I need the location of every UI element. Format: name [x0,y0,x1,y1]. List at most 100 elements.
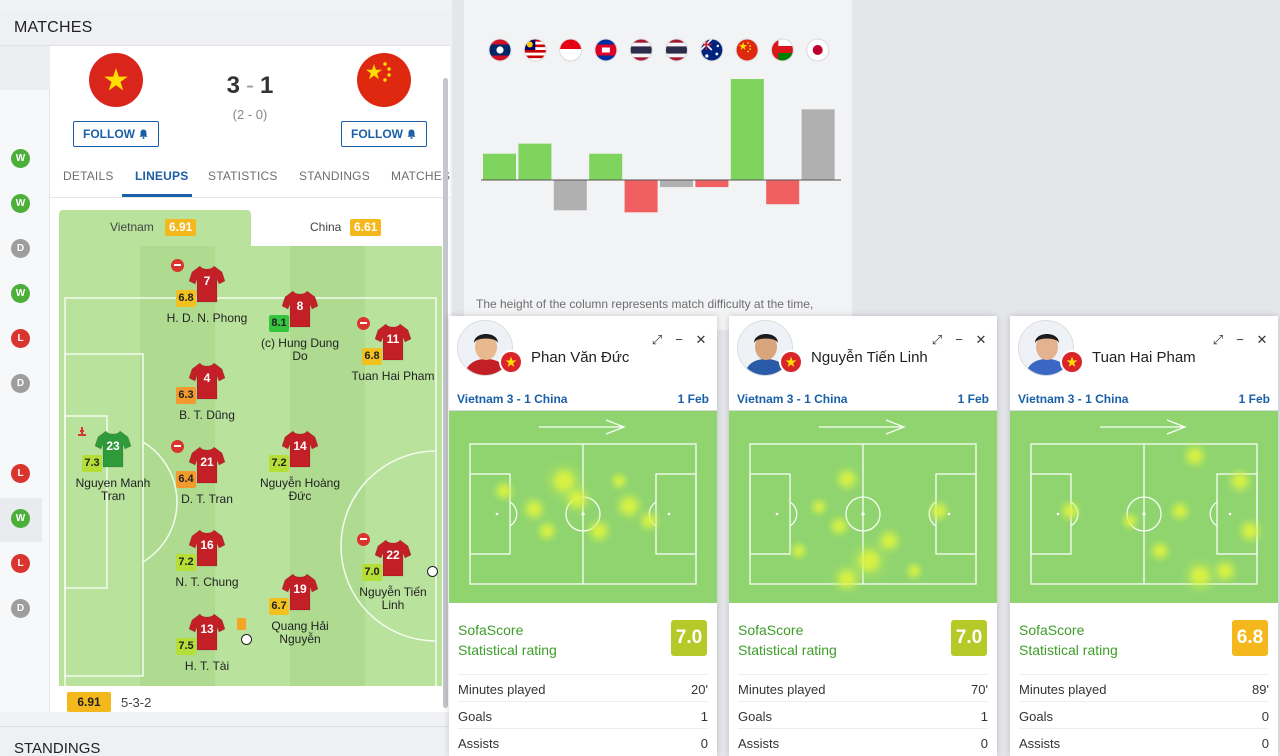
lineup-pitch: 7 6.8 H. D. N. Phong 8 8.1 (c) Hung Dung Do 11… [59,246,442,686]
form-badge-win[interactable]: W [11,284,30,303]
popup-match-link[interactable]: Vietnam 3 - 1 China 1 Feb [737,392,989,406]
player-number: 7 [203,274,211,288]
laos-flag-icon[interactable] [488,38,512,62]
difficulty-bar[interactable] [624,180,658,213]
rating-label-title: Statistical rating [738,642,837,658]
rating-value: 7.0 [671,620,707,656]
tab-details[interactable]: DETAILS [63,169,114,183]
china-flag-icon[interactable] [357,53,411,107]
difficulty-bar[interactable] [730,79,764,180]
difficulty-bar[interactable] [660,180,693,188]
rating-label: SofaScore Statistical rating [1019,620,1118,660]
rating-block: SofaScore Statistical rating 7.0 [729,614,997,668]
minimize-icon[interactable]: − [675,332,683,347]
popup-date: 1 Feb [1238,392,1270,406]
difficulty-bar[interactable] [589,153,623,180]
minimize-icon[interactable]: − [955,332,963,347]
player-name: B. T. Dũng [179,408,235,422]
active-tab-indicator [122,194,192,197]
difficulty-bar[interactable] [766,180,800,205]
form-badge-loss[interactable]: L [11,329,30,348]
difficulty-bar[interactable] [483,153,516,180]
rating-block: SofaScore Statistical rating 7.0 [449,614,717,668]
cambodia-flag-icon[interactable] [594,38,618,62]
bell-icon [407,129,416,139]
indonesia-flag-icon[interactable] [559,38,583,62]
malaysia-flag-icon[interactable] [523,38,547,62]
form-badge-loss[interactable]: L [11,554,30,573]
scrollbar-thumb[interactable] [443,78,448,708]
jersey-icon [375,323,411,361]
australia-flag-icon[interactable] [700,38,724,62]
team-tab-away[interactable]: China 6.61 [251,210,442,246]
tab-lineups[interactable]: LINEUPS [135,169,189,183]
match-difficulty-chart [481,38,841,213]
stat-row: Assists 0 [1019,728,1269,751]
rating-value: 6.8 [1232,620,1268,656]
japan-flag-icon[interactable] [806,38,830,62]
difficulty-bar[interactable] [518,143,552,180]
oman-flag-icon[interactable] [770,38,794,62]
popup-match[interactable]: Vietnam 3 - 1 China [737,392,848,406]
form-badge-loss[interactable]: L [11,464,30,483]
expand-icon[interactable]: ⤢ [931,332,943,347]
scrollbar[interactable] [443,78,448,708]
form-badge-draw[interactable]: D [11,239,30,258]
china-flag-icon[interactable] [735,38,759,62]
difficulty-bar[interactable] [695,180,729,188]
stat-value: 0 [700,736,708,751]
stat-label: Goals [1019,709,1053,724]
team-tab-home[interactable]: Vietnam 6.91 [59,210,251,246]
form-badge-win[interactable]: W [11,149,30,168]
substitution-icon [357,533,370,546]
follow-home-button[interactable]: FOLLOW [73,121,159,147]
stat-value: 1 [700,709,708,724]
player-name: Nguyen Manh Tran [75,476,151,503]
form-badge-draw[interactable]: D [11,374,30,393]
player-avatar [457,320,513,376]
player-name: H. D. N. Phong [166,311,248,325]
expand-icon[interactable]: ⤢ [1212,332,1224,347]
stat-label: Assists [1019,736,1061,751]
close-icon[interactable]: ✕ [1256,332,1268,347]
tab-matches[interactable]: MATCHES [391,169,450,183]
minimize-icon[interactable]: − [1236,332,1244,347]
jersey-icon [282,573,318,611]
heatmap [1010,411,1278,603]
expand-icon[interactable]: ⤢ [651,332,663,347]
popup-player-name: Phan Văn Đức [531,349,630,366]
popup-match[interactable]: Vietnam 3 - 1 China [457,392,568,406]
follow-label: FOLLOW [351,127,403,141]
player-name: Nguyễn Tiến Linh [359,585,427,612]
close-icon[interactable]: ✕ [695,332,707,347]
difficulty-bar[interactable] [553,180,587,211]
form-badge-win[interactable]: W [11,509,30,528]
tab-standings[interactable]: STANDINGS [299,169,370,183]
form-badge-draw[interactable]: D [11,599,30,618]
chart-caption: The height of the column represents matc… [476,297,814,311]
popup-match[interactable]: Vietnam 3 - 1 China [1018,392,1129,406]
tab-statistics[interactable]: STATISTICS [208,169,278,183]
thailand-flag-icon[interactable] [665,38,688,62]
goal-ball-icon [241,634,252,645]
popup-divider [449,410,717,411]
popup-match-link[interactable]: Vietnam 3 - 1 China 1 Feb [457,392,709,406]
matches-title: MATCHES [14,19,93,36]
jersey-icon [189,529,225,567]
form-badge-win[interactable]: W [11,194,30,213]
follow-away-button[interactable]: FOLLOW [341,121,427,147]
player-number: 21 [200,455,214,469]
stat-label: Assists [458,736,500,751]
away-score: 1 [260,72,274,99]
rating-block: SofaScore Statistical rating 6.8 [1010,614,1278,668]
form-chart-panel: The height of the column represents matc… [464,0,852,330]
rating-label-brand: SofaScore [458,622,524,638]
match-card: 3-1 (2 - 0) FOLLOW FOLLOW DETAILS LINEUP… [50,46,450,712]
popup-match-link[interactable]: Vietnam 3 - 1 China 1 Feb [1018,392,1270,406]
standings-header[interactable]: STANDINGS [0,726,450,756]
thailand-flag-icon[interactable] [629,38,653,62]
close-icon[interactable]: ✕ [975,332,987,347]
vietnam-flag-icon[interactable] [89,53,143,107]
rating-label-brand: SofaScore [1019,622,1085,638]
difficulty-bar[interactable] [801,109,835,180]
